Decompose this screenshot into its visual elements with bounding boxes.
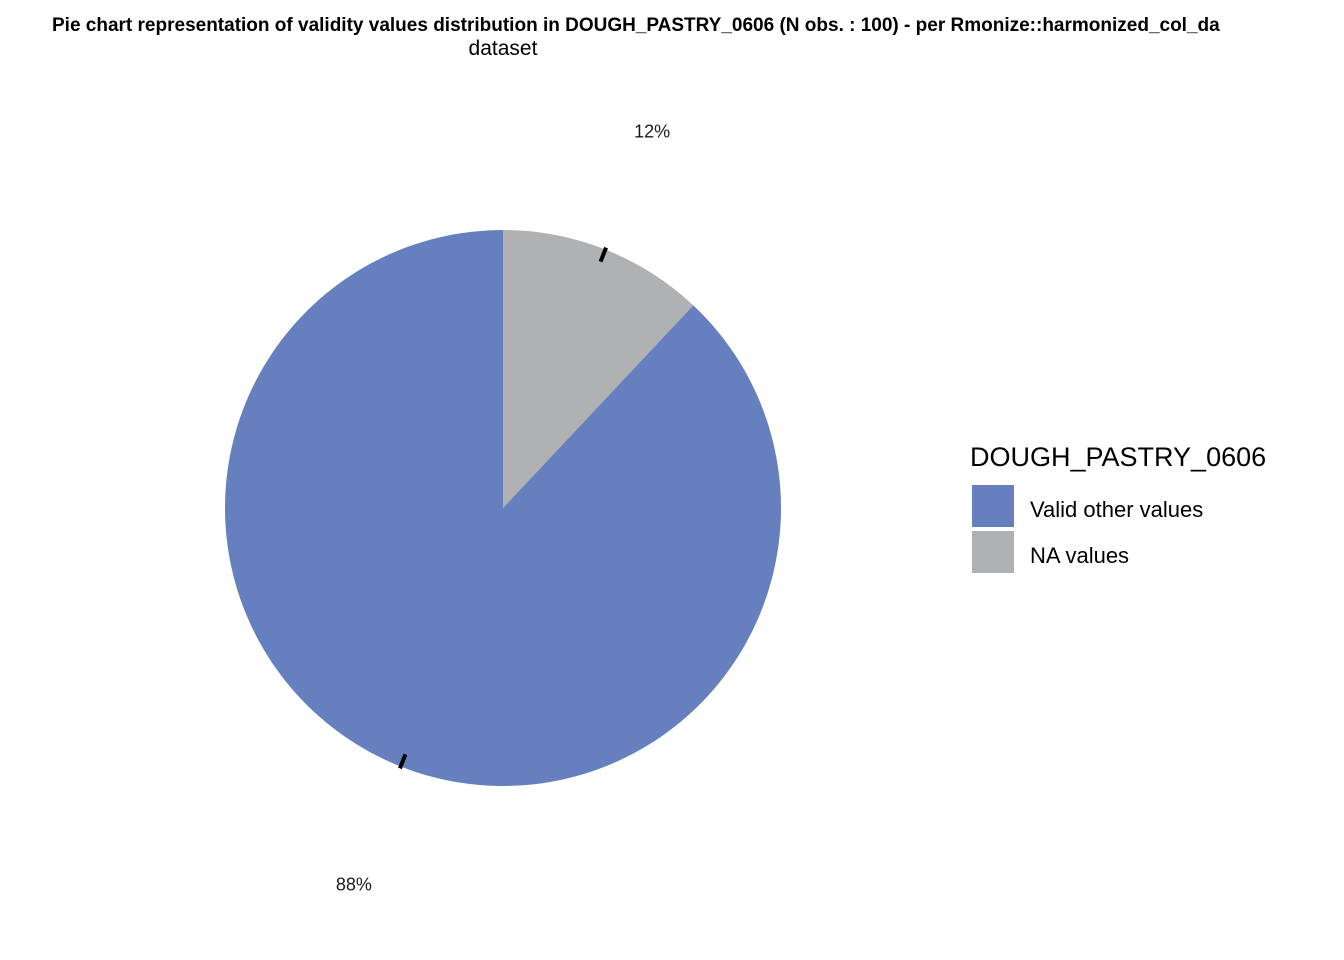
slice-label-valid-other-values: 88%	[336, 875, 372, 895]
pie-slice-valid-other-values	[225, 230, 782, 786]
slice-tick-valid-other-values	[398, 753, 408, 770]
pie-slice-na-values	[503, 230, 694, 508]
legend-swatch-valid	[972, 485, 1014, 527]
pie-slices	[225, 230, 782, 786]
slice-ticks	[398, 246, 608, 770]
legend-title: DOUGH_PASTRY_0606	[970, 442, 1266, 472]
chart-title: Pie chart representation of validity val…	[52, 15, 1220, 36]
legend-swatch-na	[972, 531, 1014, 573]
legend-label-valid: Valid other values	[1030, 497, 1203, 522]
chart-title-continuation: dataset	[469, 37, 538, 60]
slice-label-na-values: 12%	[634, 121, 670, 141]
slice-tick-na-values	[598, 246, 608, 263]
slice-labels: 12% 88%	[336, 121, 670, 894]
legend-label-na: NA values	[1030, 543, 1129, 568]
legend: DOUGH_PASTRY_0606 Valid other values NA …	[970, 442, 1266, 573]
